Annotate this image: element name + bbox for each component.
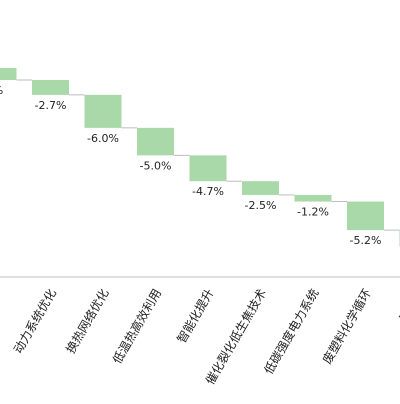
category-label-8: 绿氢供 (396, 286, 400, 325)
bar-3 (137, 128, 174, 156)
bar-1 (32, 80, 69, 95)
value-label-6: -1.2% (297, 206, 329, 219)
value-label-5: -2.5% (245, 199, 277, 212)
category-label-7: 废塑料化学循环 (319, 286, 374, 366)
category-label-3: 低温热高效利用 (109, 286, 164, 366)
value-label-2: -6.0% (87, 132, 119, 145)
bar-4 (190, 155, 227, 181)
value-label-0: % (0, 84, 3, 97)
category-label-1: 动力系统优化 (11, 287, 59, 356)
bar-7 (347, 202, 384, 231)
value-label-7: -5.2% (350, 234, 382, 247)
category-label-6: 低碳强度电力系统 (261, 286, 322, 377)
category-label-4: 智能化提升 (174, 286, 217, 345)
bar-5 (242, 181, 279, 195)
bar-2 (85, 95, 122, 128)
value-label-1: -2.7% (35, 99, 67, 112)
category-label-5: 催化裂化低生焦技术 (203, 287, 269, 388)
value-label-4: -4.7% (192, 185, 224, 198)
category-label-2: 换热网络优化 (63, 286, 112, 356)
bar-0 (0, 68, 17, 80)
value-label-3: -5.0% (140, 159, 172, 172)
bar-6 (295, 195, 332, 202)
